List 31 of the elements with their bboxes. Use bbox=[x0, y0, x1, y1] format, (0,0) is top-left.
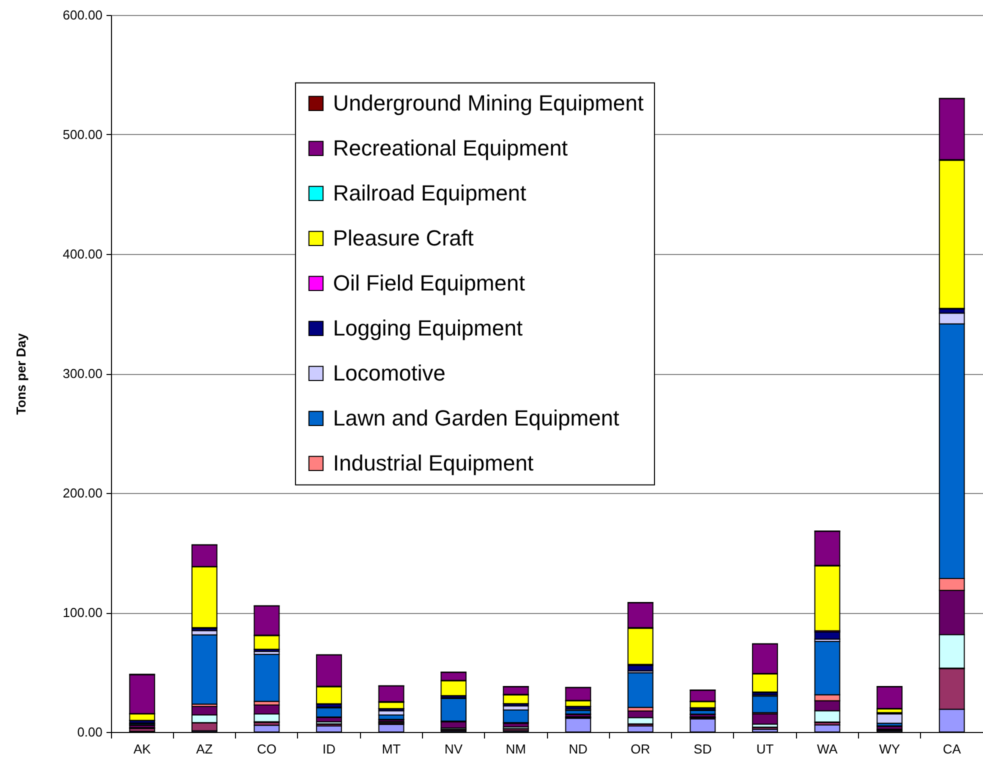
legend-label: Underground Mining Equipment bbox=[332, 90, 644, 116]
legend-label: Locomotive bbox=[332, 360, 446, 386]
y-tick-label: 200.00 bbox=[62, 486, 102, 500]
legend-label: Industrial Equipment bbox=[332, 450, 534, 476]
y-tick-label: 500.00 bbox=[62, 127, 102, 142]
y-tick-label: 400.00 bbox=[62, 246, 102, 262]
legend-label: Pleasure Craft bbox=[332, 225, 474, 250]
y-tick-label: 300.00 bbox=[62, 366, 102, 381]
y-tick-label: 600.00 bbox=[62, 8, 102, 22]
x-tick-label: UT bbox=[756, 742, 774, 756]
legend-label: Logging Equipment bbox=[332, 315, 523, 340]
x-tick-label: ND bbox=[568, 742, 588, 756]
y-tick-label: 0.00 bbox=[77, 724, 102, 740]
y-axis-title: Tons per Day bbox=[14, 332, 29, 415]
x-tick-label: NM bbox=[506, 742, 526, 756]
x-tick-label: NV bbox=[444, 742, 463, 756]
x-tick-label: CA bbox=[942, 742, 962, 756]
x-tick-label: AK bbox=[133, 742, 152, 756]
x-tick-label: AZ bbox=[196, 742, 213, 756]
x-tick-label: CO bbox=[256, 742, 276, 756]
legend-label: Oil Field Equipment bbox=[332, 270, 525, 296]
x-tick-label: OR bbox=[630, 742, 650, 756]
legend-label: Lawn and Garden Equipment bbox=[332, 405, 620, 430]
y-tick-label: 100.00 bbox=[62, 605, 102, 620]
x-tick-label: MT bbox=[382, 742, 401, 756]
x-tick-label: SD bbox=[694, 742, 712, 756]
x-tick-label: WA bbox=[817, 742, 838, 756]
x-tick-label: WY bbox=[879, 742, 900, 756]
x-tick-label: ID bbox=[322, 742, 336, 756]
legend-label: Recreational Equipment bbox=[332, 135, 568, 160]
legend-label: Railroad Equipment bbox=[332, 180, 526, 206]
